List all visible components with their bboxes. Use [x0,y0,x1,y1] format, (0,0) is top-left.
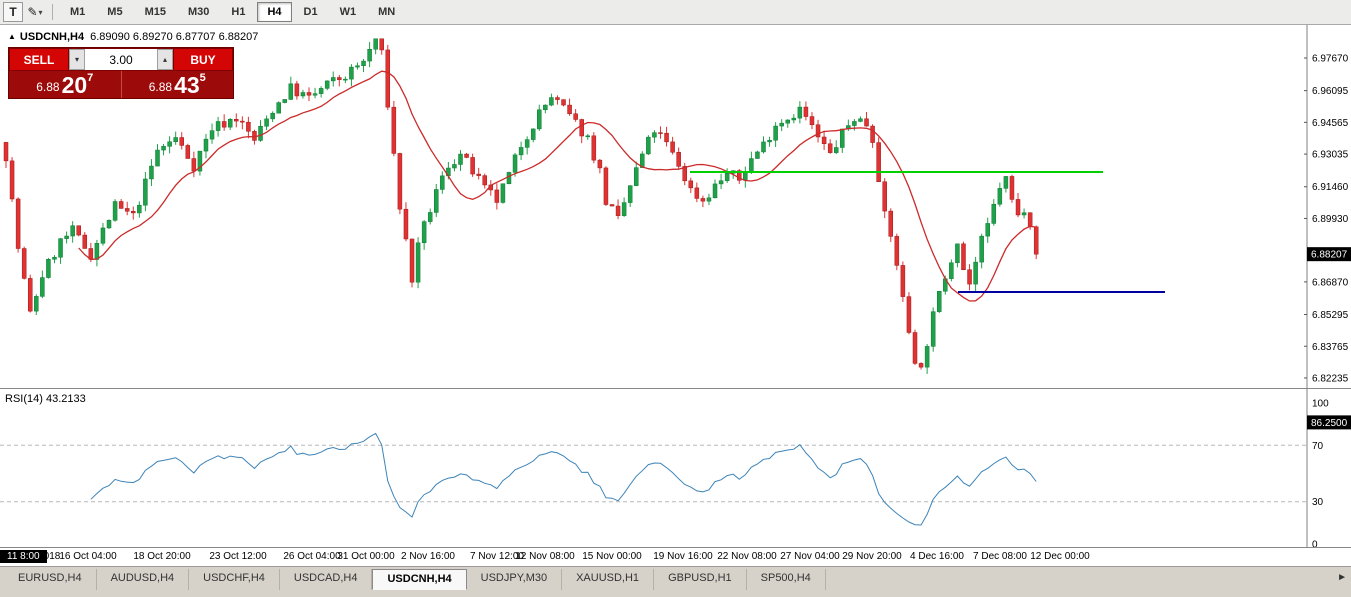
time-label: 27 Nov 04:00 [780,551,840,562]
time-label: 23 Oct 12:00 [209,551,267,562]
timeframe-mn[interactable]: MN [368,2,405,22]
timeframe-w1[interactable]: W1 [330,2,367,22]
tab-audusd-h4[interactable]: AUDUSD,H4 [97,569,190,590]
sell-button[interactable]: SELL [9,48,69,71]
expand-triangle-icon: ▲ [8,32,16,41]
chart-header: ▲ USDCNH,H4 6.89090 6.89270 6.87707 6.8820… [6,31,261,43]
timeframe-d1[interactable]: D1 [294,2,328,22]
chart-ohlc-values: 6.89090 6.89270 6.87707 6.88207 [90,31,259,43]
time-label: 19 Nov 16:00 [653,551,713,562]
price-axis-label: 6.93035 [1312,150,1349,161]
tab-eurusd-h4[interactable]: EURUSD,H4 [4,569,97,590]
moving-average-line [78,70,1037,302]
cursor-tool-icon: ✎ [27,5,38,19]
rsi-label: RSI(14) 43.2133 [5,393,86,405]
price-axis-label: 6.86870 [1312,277,1349,288]
rsi-axis-label: 30 [1312,497,1324,508]
current-price-badge [1307,247,1351,262]
symbol-tabbar: EURUSD,H4 AUDUSD,H4 USDCHF,H4 USDCAD,H4 USDC… [0,566,1351,597]
tab-usdcnh-h4[interactable]: USDCNH,H4 [372,569,467,590]
top-toolbar: T ✎ ▾ M1 M5 M15 M30 H1 H4 D1 W1 MN [0,0,1351,25]
price-axis-label: 6.82235 [1312,373,1349,384]
buy-button[interactable]: BUY [173,48,233,71]
time-label: 29 Nov 20:00 [842,551,902,562]
sell-price-prefix: 6.88 [36,80,60,94]
time-label: 7 Nov 12:00 [470,551,524,562]
main-chart-area: 6.97670 6.96095 6.94565 6.93035 6.91460 6.899… [0,25,1351,388]
price-axis-label: 6.97670 [1312,54,1349,65]
time-axis[interactable]: 11 8:00 018 16 Oct 04:00 18 Oct 20:00 23 Oc… [0,547,1351,566]
cursor-tool-button[interactable]: ✎ ▾ [25,2,45,22]
time-label: 4 Dec 16:00 [910,551,964,562]
volume-stepper: ▾ ▴ [69,48,173,71]
tab-gbpusd-h1[interactable]: GBPUSD,H1 [654,569,747,590]
timeframe-h4[interactable]: H4 [257,2,292,22]
main-chart-layers: 6.97670 6.96095 6.94565 6.93035 6.91460 6.899… [3,25,1351,388]
time-label: 12 Nov 08:00 [515,551,575,562]
svg-text:6.88207: 6.88207 [1311,250,1348,261]
rsi-axis-label: 100 [1312,399,1329,410]
tab-xauusd-h1[interactable]: XAUUSD,H1 [562,569,655,590]
timeframe-m1[interactable]: M1 [60,2,95,22]
timeframe-group: M1 M5 M15 M30 H1 H4 D1 W1 MN [59,2,406,22]
rsi-line [90,432,1037,526]
volume-increase-button[interactable]: ▴ [157,49,173,70]
rsi-axis[interactable]: 100 70 30 0 86.2500 [1306,389,1351,551]
rsi-axis-label: 0 [1312,540,1318,548]
time-label: 26 Oct 04:00 [283,551,341,562]
time-axis-badge: 11 8:00 [0,550,47,563]
volume-decrease-button[interactable]: ▾ [69,49,85,70]
buy-price-big-digits: 43 [174,72,200,98]
price-axis-label: 6.89930 [1312,214,1349,225]
time-label: 2 Nov 16:00 [401,551,455,562]
price-axis-label: 6.94565 [1312,118,1349,129]
time-label: 22 Nov 08:00 [717,551,777,562]
text-tool-button[interactable]: T [3,2,23,22]
price-axis-label: 6.96095 [1312,86,1349,97]
timeframe-m30[interactable]: M30 [178,2,219,22]
rsi-axis-label: 70 [1312,441,1324,452]
price-axis-label: 6.83765 [1312,342,1349,353]
timeframe-m5[interactable]: M5 [97,2,132,22]
tab-sp500-h4[interactable]: SP500,H4 [747,569,826,590]
sell-price-big-digits: 20 [61,72,88,98]
time-label: 12 Dec 00:00 [1030,551,1090,562]
time-label: 7 Dec 08:00 [973,551,1027,562]
chevron-down-icon: ▾ [38,7,43,17]
buy-price-prefix: 6.88 [148,80,173,94]
time-label: 018 [43,551,61,562]
time-label: 18 Oct 20:00 [133,551,191,562]
svg-text:86.2500: 86.2500 [1311,418,1348,429]
price-axis[interactable]: 6.97670 6.96095 6.94565 6.93035 6.91460 6.899… [1304,25,1351,388]
timeframe-h1[interactable]: H1 [221,2,255,22]
tab-usdcad-h4[interactable]: USDCAD,H4 [280,569,373,590]
timeframe-m15[interactable]: M15 [135,2,176,22]
time-label: 15 Nov 00:00 [582,551,642,562]
time-label: 16 Oct 04:00 [59,551,117,562]
tab-usdjpy-m30[interactable]: USDJPY,M30 [467,569,563,590]
one-click-trading-panel: SELL ▾ ▴ BUY 6.88 20 7 6.88 43 5 [8,47,234,99]
volume-input[interactable] [85,49,157,70]
rsi-panel: 100 70 30 0 86.2500 RSI(14) 43.2133 [0,388,1351,551]
rsi-axis-badge [1307,415,1351,430]
buy-price-pipette: 5 [199,72,206,84]
chart-symbol-label: USDCNH,H4 [19,31,85,43]
sell-price-pipette: 7 [87,72,94,84]
price-axis-label: 6.91460 [1312,182,1349,193]
time-label: 31 Oct 00:00 [337,551,395,562]
main-chart[interactable]: 6.97670 6.96095 6.94565 6.93035 6.91460 6.899… [0,25,1351,388]
price-axis-label: 6.85295 [1312,310,1349,321]
sell-price-display[interactable]: 6.88 20 7 [9,71,121,98]
rsi-chart[interactable]: 100 70 30 0 86.2500 RSI(14) 43.2133 [0,389,1351,551]
toolbar-separator [52,4,53,20]
tabs-scroll-right-icon[interactable]: ► [1337,572,1347,583]
buy-price-display[interactable]: 6.88 43 5 [120,71,234,98]
rsi-chart-layers: 100 70 30 0 86.2500 [0,389,1351,551]
tab-usdchf-h4[interactable]: USDCHF,H4 [189,569,280,590]
